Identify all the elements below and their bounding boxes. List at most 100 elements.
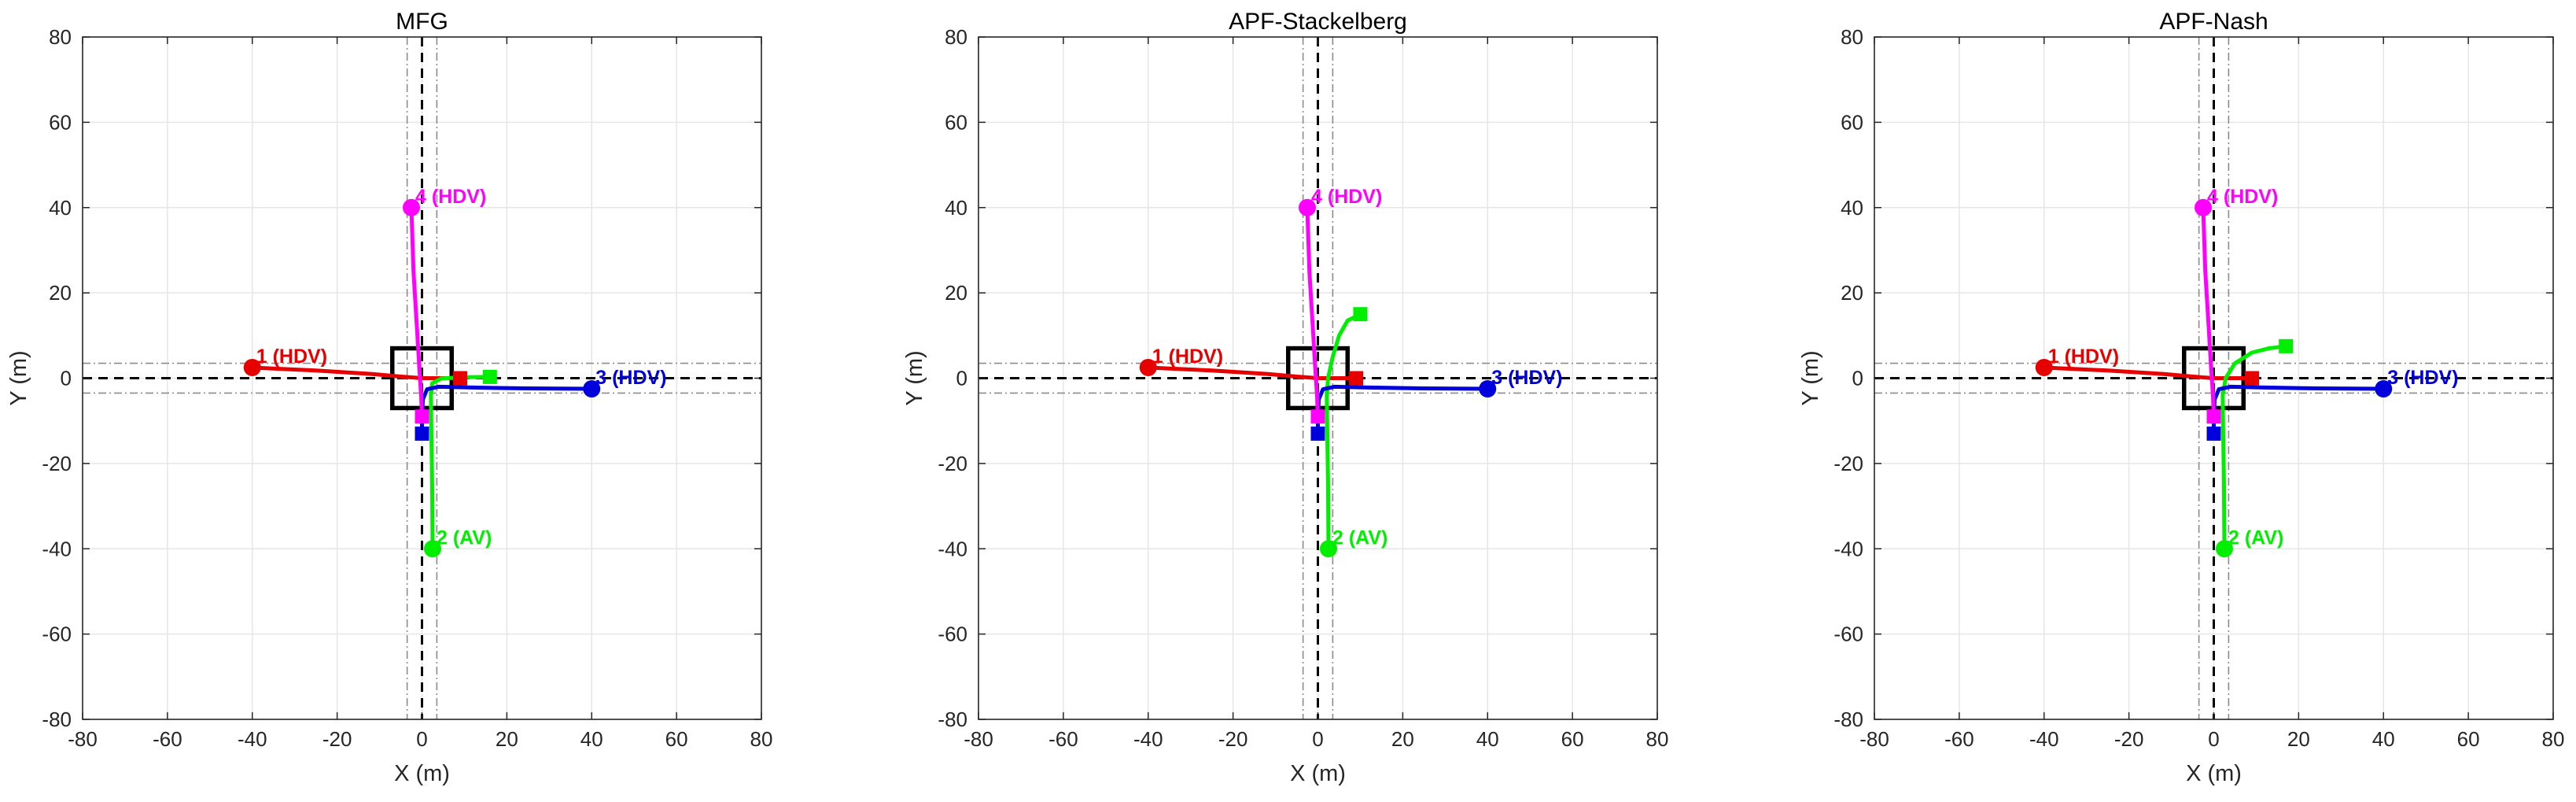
y-tick-label: 60 (945, 110, 967, 134)
vehicle-label-av2: 2 (AV) (2228, 527, 2283, 549)
y-tick-label: 0 (61, 367, 72, 390)
trajectory-hdv1 (1146, 365, 1358, 380)
end-marker-av2 (1353, 307, 1368, 322)
trajectory-av2 (2220, 344, 2288, 551)
chart-panel-2: 1 (HDV) 2 (AV) 3 (HDV) 4 (HDV) -80-80 -60 -60 -… (902, 9, 1668, 786)
vehicle-label-hdv1: 1 (HDV) (256, 346, 327, 368)
start-marker-av2 (1319, 540, 1337, 558)
end-marker-hdv3 (1310, 426, 1325, 441)
x-tick-label: 40 (580, 727, 603, 751)
end-marker-hdv1 (1349, 371, 1364, 386)
y-axis-label: Y (m) (902, 350, 927, 405)
y-tick-label: 20 (1841, 281, 1863, 305)
vehicle-label-av2: 2 (AV) (437, 527, 492, 549)
x-tick-label: 80 (1646, 727, 1669, 751)
end-marker-hdv4 (2206, 409, 2221, 424)
x-tick-label: -20 (2114, 727, 2144, 751)
x-tick-label: 60 (2457, 727, 2480, 751)
x-tick-label: 60 (665, 727, 688, 751)
x-axis-label: X (m) (394, 761, 450, 786)
x-tick-label: 0 (416, 727, 427, 751)
y-tick-label: 40 (49, 196, 72, 220)
end-marker-hdv4 (415, 409, 429, 424)
start-marker-hdv4 (1299, 198, 1317, 216)
vehicle-label-av2: 2 (AV) (1332, 527, 1388, 549)
vehicle-label-hdv3: 3 (HDV) (2387, 367, 2458, 389)
x-tick-label: -40 (2029, 727, 2059, 751)
start-marker-hdv1 (2035, 358, 2053, 376)
vehicle-label-hdv3: 3 (HDV) (595, 367, 666, 389)
x-tick-label: -20 (322, 727, 352, 751)
start-marker-av2 (2215, 540, 2233, 558)
y-tick-label: -80 (1833, 708, 1863, 731)
x-tick-label: 40 (2372, 727, 2395, 751)
x-axis-label: X (m) (1290, 761, 1346, 786)
chart-panel-3: 1 (HDV) 2 (AV) 3 (HDV) 4 (HDV) -80-80 -60 -60 -… (1798, 9, 2564, 786)
start-marker-hdv3 (1479, 380, 1497, 398)
y-tick-label: -60 (938, 623, 967, 646)
y-tick-label: -40 (1833, 537, 1863, 560)
plot-area (83, 37, 761, 719)
end-marker-hdv3 (2206, 426, 2221, 441)
y-tick-label: 60 (49, 110, 72, 134)
y-tick-label: 0 (956, 367, 967, 390)
vehicle-label-hdv1: 1 (HDV) (1152, 346, 1223, 368)
y-tick-label: -80 (42, 708, 72, 731)
vehicle-label-hdv3: 3 (HDV) (1491, 367, 1562, 389)
x-axis-label: X (m) (2186, 761, 2242, 786)
start-marker-hdv1 (1139, 358, 1157, 376)
start-marker-hdv4 (2195, 198, 2213, 216)
y-tick-label: 40 (1841, 196, 1863, 220)
end-marker-av2 (2279, 338, 2294, 353)
x-tick-label: -80 (68, 727, 98, 751)
x-tick-label: 20 (496, 727, 518, 751)
y-axis-label: Y (m) (1798, 350, 1823, 405)
x-tick-label: 20 (2287, 727, 2310, 751)
chart-title: MFG (396, 9, 448, 35)
y-tick-label: -80 (938, 708, 967, 731)
vehicle-label-hdv4: 4 (HDV) (2207, 186, 2278, 208)
x-tick-label: -60 (1944, 727, 1974, 751)
x-tick-label: -20 (1218, 727, 1248, 751)
y-tick-label: -40 (42, 537, 72, 560)
trajectory-hdv4 (2201, 205, 2216, 419)
vehicle-label-hdv4: 4 (HDV) (1311, 186, 1382, 208)
start-marker-av2 (423, 540, 441, 558)
trajectory-av2 (1325, 312, 1362, 551)
x-tick-label: -80 (964, 727, 993, 751)
x-tick-label: -40 (238, 727, 267, 751)
start-marker-hdv3 (583, 380, 601, 398)
y-tick-label: 20 (945, 281, 967, 305)
start-marker-hdv4 (403, 198, 421, 216)
y-tick-label: 60 (1841, 110, 1863, 134)
x-tick-label: -80 (1859, 727, 1889, 751)
y-tick-label: 80 (945, 25, 967, 49)
start-marker-hdv3 (2375, 380, 2393, 398)
y-tick-label: 0 (1852, 367, 1863, 390)
plot-area (978, 37, 1657, 719)
x-tick-label: 0 (2208, 727, 2219, 751)
plot-area (1874, 37, 2553, 719)
y-axis-label: Y (m) (6, 350, 31, 405)
vehicle-label-hdv4: 4 (HDV) (415, 186, 486, 208)
y-tick-label: 40 (945, 196, 967, 220)
y-tick-label: -20 (42, 452, 72, 475)
end-marker-hdv4 (1310, 409, 1325, 424)
x-tick-label: -60 (153, 727, 182, 751)
trajectory-hdv1 (2042, 365, 2254, 380)
y-tick-label: 80 (49, 25, 72, 49)
y-tick-label: -20 (938, 452, 967, 475)
y-tick-label: 20 (49, 281, 72, 305)
y-tick-label: -60 (1833, 623, 1863, 646)
end-marker-hdv3 (415, 426, 429, 441)
trajectory-hdv4 (1305, 205, 1320, 419)
chart-title: APF-Stackelberg (1229, 9, 1407, 35)
x-tick-label: 60 (1561, 727, 1584, 751)
end-marker-hdv1 (2245, 371, 2260, 386)
chart-panel-1: 1 (HDV) 2 (AV) 3 (HDV) 4 (HDV) -80-80 -60 -60 -… (6, 9, 772, 786)
end-marker-hdv1 (453, 371, 468, 386)
y-tick-label: -20 (1833, 452, 1863, 475)
x-tick-label: -40 (1133, 727, 1163, 751)
x-tick-label: -60 (1048, 727, 1078, 751)
